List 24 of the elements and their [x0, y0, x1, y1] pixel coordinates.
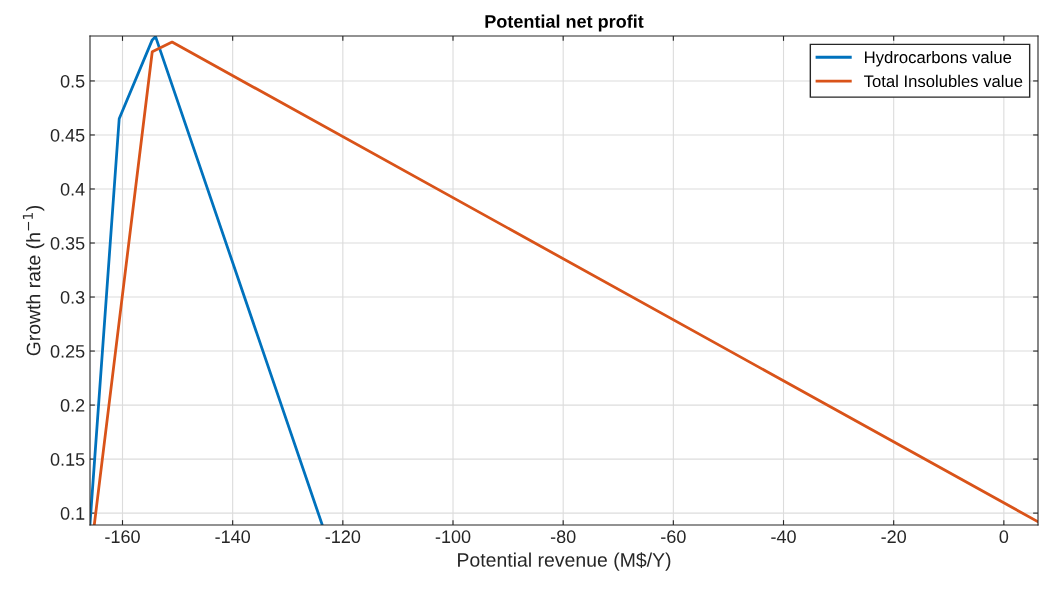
x-tick-label: -20	[881, 530, 907, 544]
x-tick-label: -120	[325, 530, 361, 544]
y-tick-label: 0.5	[60, 74, 85, 88]
y-tick-label: 0.45	[50, 128, 85, 142]
x-tick-label: -60	[661, 530, 686, 544]
y-tick-label: 0.35	[50, 236, 85, 250]
y-tick-label: 0.1	[60, 507, 85, 520]
y-tick-label: 0.25	[50, 344, 85, 358]
x-axis-title: Potential revenue (M$/Y)	[458, 552, 671, 571]
y-axis-title: Growth rate (h$^{−1}$)	[22, 206, 45, 356]
y-tick-label: 0.15	[50, 453, 85, 466]
legend-label: Hydrocarbons value	[865, 51, 1012, 67]
legend-label: Total Insolubles value	[864, 74, 1023, 88]
line-series	[93, 40, 1038, 525]
x-tick-label: -40	[771, 530, 796, 544]
x-tick-label: -140	[215, 530, 251, 544]
x-tick-label: -100	[435, 530, 471, 544]
chart-title: Potential net profit	[485, 14, 644, 32]
y-tick-label: 0.4	[60, 182, 85, 196]
y-tick-label: 0.3	[60, 290, 85, 304]
x-tick-label: -160	[105, 530, 140, 544]
x-tick-label: 0	[999, 530, 1009, 544]
y-tick-label: 0.2	[60, 399, 85, 412]
x-tick-label: -80	[550, 530, 576, 544]
